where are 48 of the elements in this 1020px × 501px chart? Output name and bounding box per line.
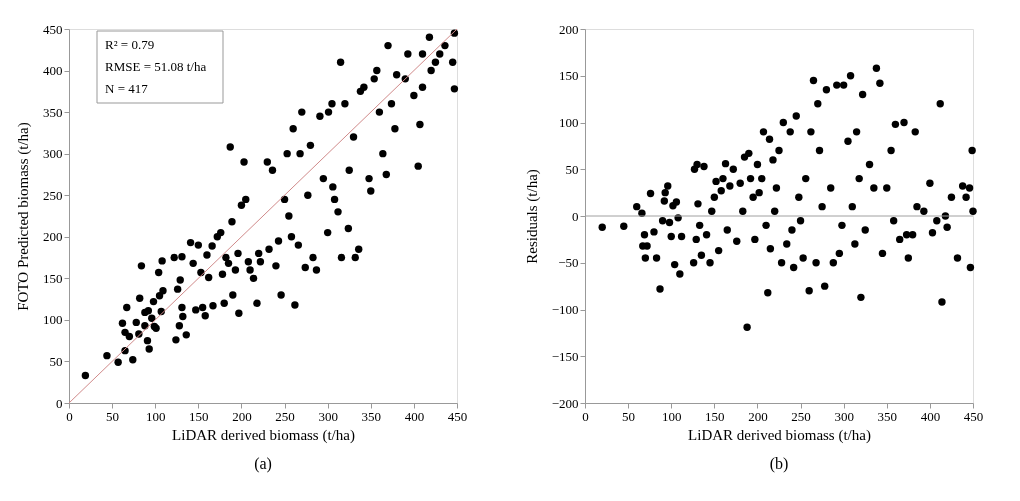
- y-tick-label: 50: [565, 161, 579, 177]
- annotation: N = 417: [105, 81, 149, 96]
- x-tick-label: 50: [622, 408, 636, 424]
- y-tick-label: 0: [56, 395, 63, 411]
- x-axis-title: LiDAR derived biomass (t/ha): [688, 426, 871, 444]
- x-tick-label: 250: [791, 408, 811, 424]
- x-tick-label: 200: [232, 408, 252, 424]
- y-axis-title: Residuals (t/ha): [523, 169, 541, 264]
- y-tick-label: 100: [43, 312, 63, 328]
- y-tick-label: 50: [49, 353, 63, 369]
- x-tick-label: 400: [920, 408, 941, 424]
- y-axis-title: FOTO Predicted biomass (t/ha): [15, 122, 32, 311]
- x-tick-label: 350: [361, 408, 382, 424]
- y-tick-label: 250: [43, 187, 63, 203]
- x-tick-label: 250: [275, 408, 295, 424]
- y-tick-label: 400: [43, 63, 63, 79]
- annotation: RMSE = 51.08 t/ha: [105, 59, 207, 74]
- text: (a): [254, 455, 272, 473]
- x-tick-label: 350: [877, 408, 898, 424]
- y-tick-label: 450: [43, 21, 63, 37]
- x-tick-label: 150: [705, 408, 725, 424]
- x-tick-label: 300: [834, 408, 854, 424]
- x-tick-label: 100: [661, 408, 682, 424]
- x-tick-label: 450: [447, 408, 468, 424]
- y-tick-label: 200: [559, 21, 579, 37]
- x-axis-title: LiDAR derived biomass (t/ha): [172, 426, 355, 444]
- y-tick-label: 150: [43, 270, 63, 286]
- x-tick-label: 50: [106, 408, 120, 424]
- x-tick-label: 300: [318, 408, 338, 424]
- text: (b): [769, 455, 789, 473]
- x-tick-label: 0: [582, 408, 589, 424]
- y-tick-label: 150: [559, 68, 579, 84]
- y-tick-label: 300: [43, 146, 63, 162]
- y-tick-label: −100: [551, 302, 579, 317]
- y-tick-label: 350: [43, 104, 63, 120]
- y-tick-label: 200: [43, 229, 63, 245]
- y-tick-label: 0: [572, 208, 579, 224]
- x-tick-label: 100: [145, 408, 166, 424]
- y-tick-label: 100: [559, 115, 579, 130]
- x-tick-label: 400: [404, 408, 425, 424]
- y-tick-label: −150: [551, 348, 579, 364]
- x-tick-label: 0: [66, 408, 73, 424]
- y-tick-label: −200: [551, 395, 579, 411]
- x-tick-label: 150: [189, 408, 209, 424]
- x-tick-label: 450: [963, 408, 984, 424]
- x-tick-label: 200: [748, 408, 768, 424]
- annotation: R² = 0.79: [105, 37, 155, 52]
- y-tick-label: −50: [558, 255, 579, 271]
